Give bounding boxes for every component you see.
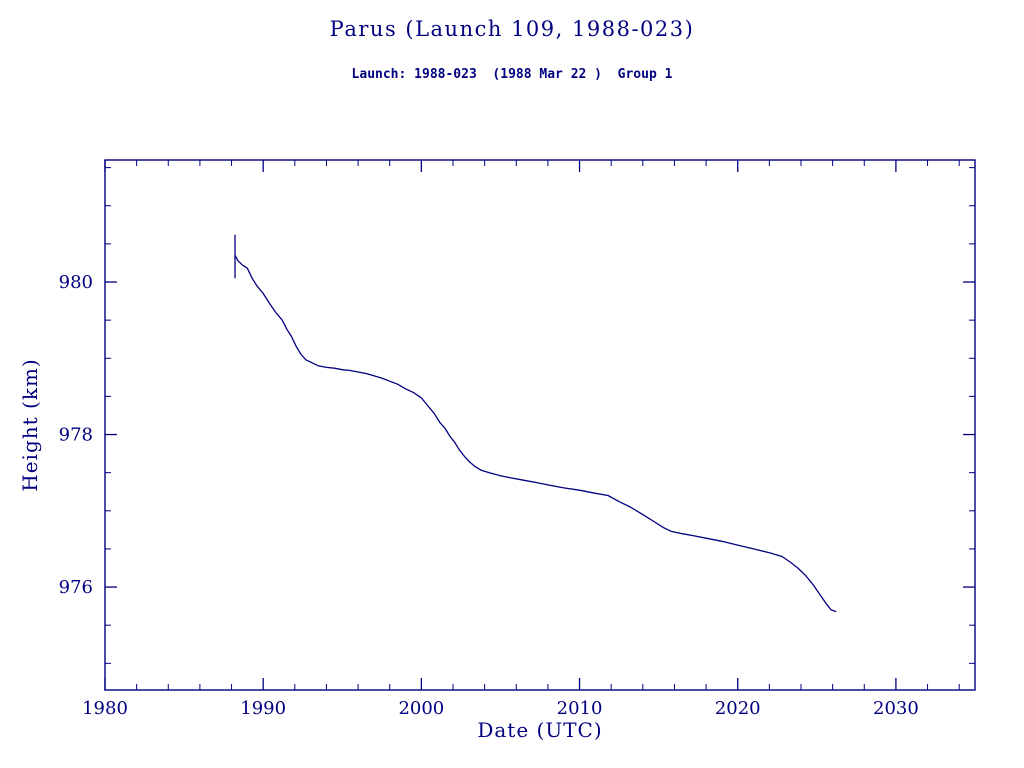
- x-tick-label: 2000: [398, 698, 444, 719]
- y-tick-label: 976: [59, 577, 93, 598]
- x-tick-label: 2010: [557, 698, 603, 719]
- plot-frame: [104, 159, 976, 691]
- chart-title: Parus (Launch 109, 1988-023): [329, 17, 695, 41]
- x-tick-label: 1980: [82, 698, 128, 719]
- x-tick-label: 2030: [873, 698, 919, 719]
- chart-subtitle: Launch: 1988-023 (1988 Mar 22 ) Group 1: [351, 67, 673, 82]
- y-tick-label: 980: [59, 272, 93, 293]
- y-tick-label: 978: [59, 425, 93, 446]
- x-axis-label: Date (UTC): [477, 718, 603, 742]
- x-tick-label: 2020: [715, 698, 761, 719]
- x-tick-label: 1990: [240, 698, 286, 719]
- height-series-line: [234, 254, 837, 613]
